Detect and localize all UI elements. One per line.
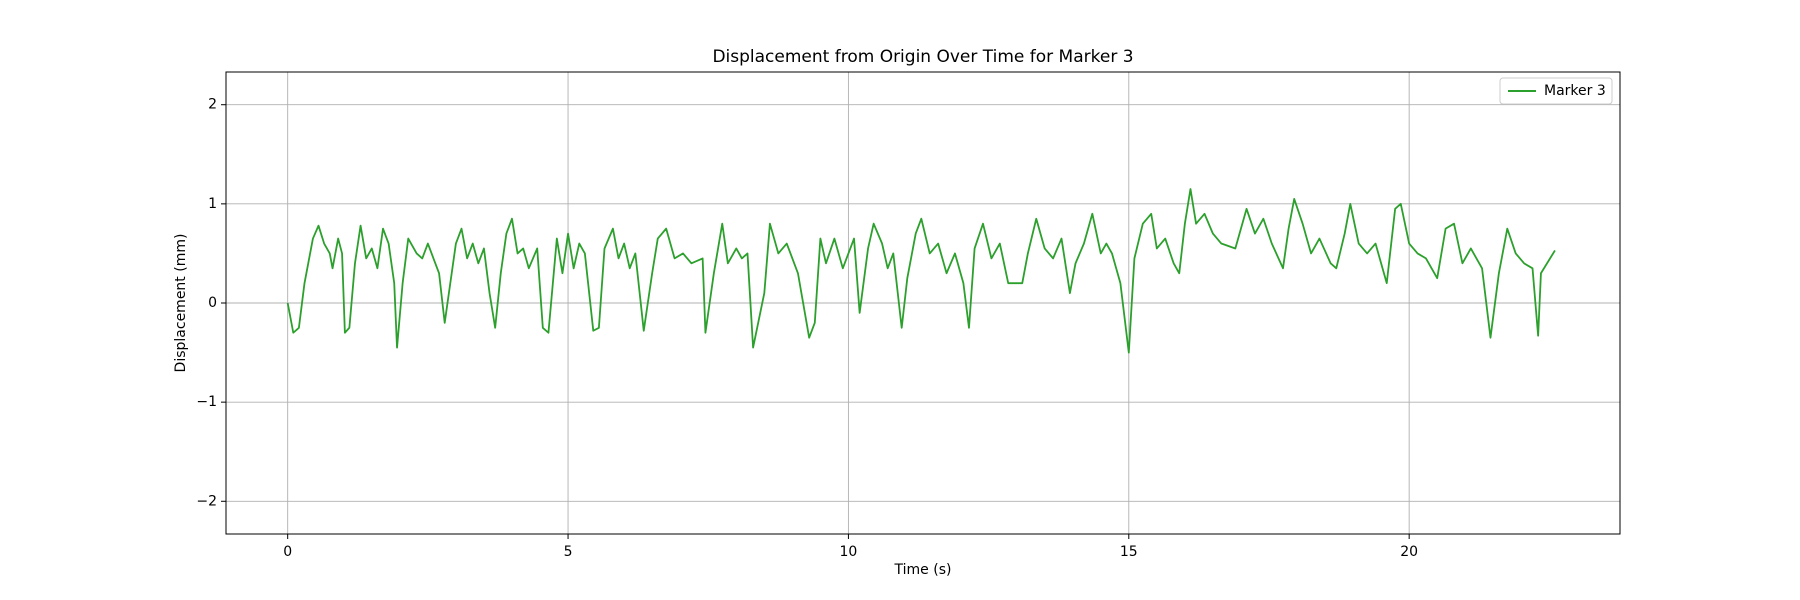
x-tick-label: 20	[1400, 544, 1418, 560]
x-tick-label: 15	[1120, 544, 1138, 560]
y-tick-label: 0	[208, 295, 217, 311]
legend-box	[1499, 77, 1613, 105]
y-tick-label: 1	[208, 196, 217, 212]
legend-label: Marker 3	[1544, 83, 1606, 99]
y-tick-label: −2	[196, 493, 217, 509]
data-line	[286, 188, 1556, 354]
y-axis-label: Displacement (mm)	[173, 234, 189, 373]
x-tick-label: 5	[564, 544, 573, 560]
chart-title: Displacement from Origin Over Time for M…	[712, 47, 1133, 67]
x-tick-label: 10	[840, 544, 858, 560]
plot-frame	[225, 71, 1621, 535]
x-tick-label: 0	[283, 544, 292, 560]
y-tick-label: 2	[208, 97, 217, 113]
x-axis-label: Time (s)	[894, 562, 952, 578]
y-tick-label: −1	[196, 394, 217, 410]
